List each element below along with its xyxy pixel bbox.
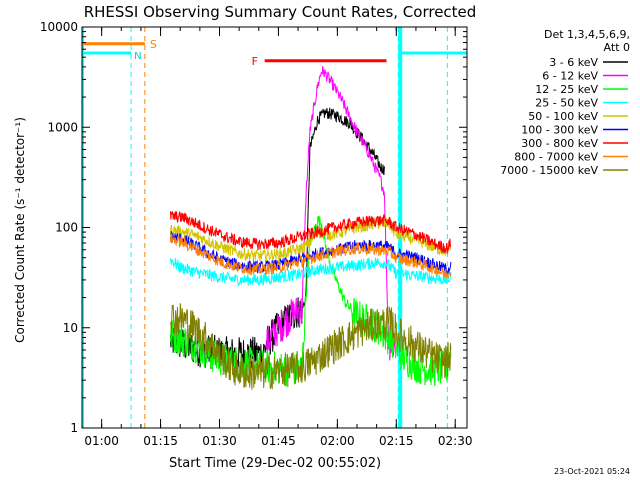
x-axis: 01:00 01:15 01:30 01:45 02:00 02:15 02:30 <box>81 27 473 448</box>
legend-header-line-2: Att 0 <box>604 41 630 54</box>
series-line <box>169 233 452 279</box>
y-tick-label: 100 <box>55 221 78 235</box>
x-tick-label: 02:15 <box>379 434 414 448</box>
legend-label: 3 - 6 keV <box>549 56 598 69</box>
y-tick-label: 1 <box>70 421 78 435</box>
legend-label: 12 - 25 keV <box>535 83 598 96</box>
legend-label: 6 - 12 keV <box>542 70 598 83</box>
night-label: N <box>134 51 141 62</box>
x-axis-label: Start Time (29-Dec-02 00:55:02) <box>169 456 381 471</box>
y-tick-label: 10 <box>63 321 78 335</box>
y-axis-label: Corrected Count Rate (s⁻¹ detector⁻¹) <box>13 117 27 343</box>
legend-label: 25 - 50 keV <box>535 97 598 110</box>
saa-label: S <box>150 38 157 51</box>
flare-label: F <box>252 55 258 68</box>
series-line <box>266 66 397 361</box>
x-tick-label: 01:30 <box>202 434 237 448</box>
legend-label: 800 - 7000 keV <box>514 151 598 164</box>
series-line <box>169 257 452 287</box>
chart-title: RHESSI Observing Summary Count Rates, Co… <box>84 3 477 21</box>
x-tick-label: 02:00 <box>320 434 355 448</box>
legend-label: 7000 - 15000 keV <box>500 164 598 177</box>
series-line <box>169 303 452 390</box>
y-tick-label: 10000 <box>40 20 78 34</box>
series-layer <box>169 66 452 390</box>
footer-date: 23-Oct-2021 05:24 <box>554 467 630 476</box>
legend-label: 300 - 800 keV <box>521 137 598 150</box>
legend-label: 50 - 100 keV <box>528 110 598 123</box>
y-tick-label: 1000 <box>47 120 78 134</box>
legend-label: 100 - 300 keV <box>521 124 598 137</box>
x-tick-label: 02:30 <box>438 434 473 448</box>
y-axis: 1 10 100 1000 10000 <box>40 20 467 435</box>
x-tick-label: 01:15 <box>143 434 178 448</box>
x-tick-label: 01:00 <box>84 434 119 448</box>
legend-header-line-1: Det 1,3,4,5,6,9, <box>544 28 630 41</box>
series-line <box>169 211 452 254</box>
series-line <box>169 216 452 263</box>
x-tick-label: 01:45 <box>261 434 296 448</box>
